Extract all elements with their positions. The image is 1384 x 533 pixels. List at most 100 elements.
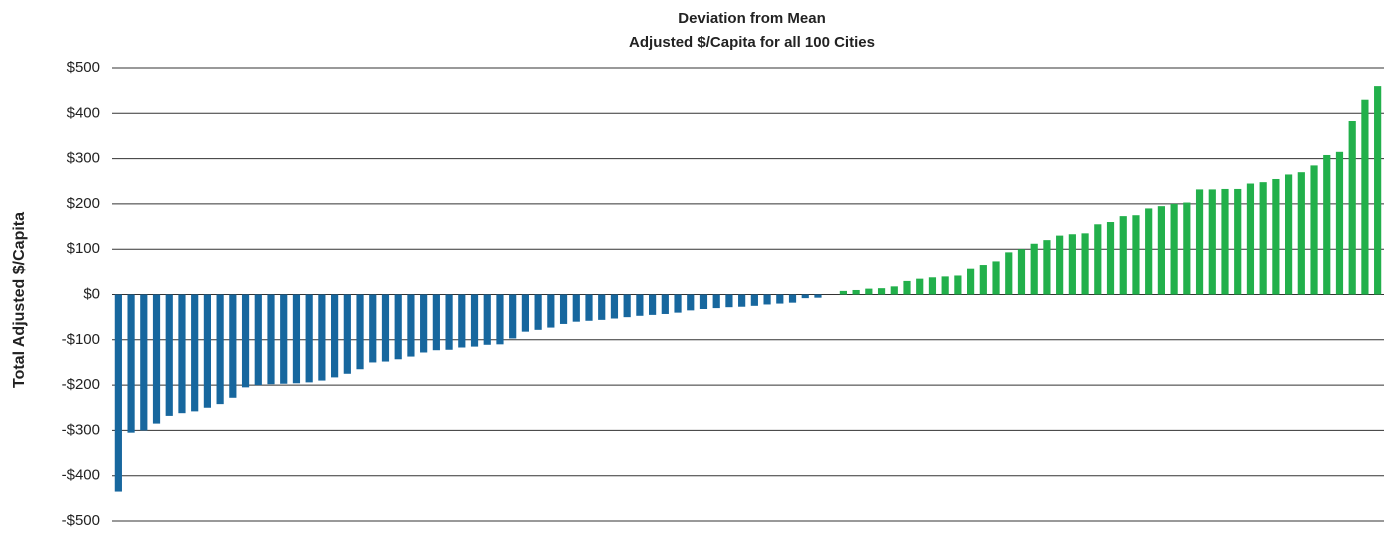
- bar: [967, 268, 975, 295]
- bar: [1221, 188, 1229, 295]
- bar: [521, 294, 529, 332]
- bar: [165, 294, 173, 416]
- bar: [1030, 243, 1038, 295]
- bar: [1056, 235, 1064, 295]
- bar: [1145, 208, 1153, 295]
- bar: [1259, 182, 1267, 295]
- y-tick-label: -$300: [62, 421, 100, 438]
- bar: [1043, 240, 1051, 295]
- bar: [852, 289, 860, 295]
- bar: [1195, 189, 1204, 295]
- bar: [1094, 224, 1102, 295]
- bar: [699, 294, 708, 309]
- chart-title: Deviation from Mean: [678, 10, 826, 27]
- bar: [445, 294, 453, 350]
- y-tick-label: $400: [67, 104, 100, 121]
- bar: [610, 294, 619, 319]
- bar: [241, 294, 250, 388]
- y-tick-label: $500: [67, 59, 100, 76]
- bar: [140, 294, 148, 431]
- bar: [114, 294, 122, 492]
- bar: [801, 294, 809, 299]
- bar: [483, 294, 491, 345]
- bar: [267, 294, 275, 385]
- y-tick-label: $0: [83, 285, 100, 302]
- bar: [229, 294, 237, 398]
- bar: [636, 294, 644, 316]
- y-axis-label: Total Adjusted $/Capita: [11, 212, 28, 388]
- bar: [1297, 172, 1305, 295]
- bar: [191, 294, 199, 412]
- y-tick-label: $300: [67, 150, 100, 167]
- bar: [750, 294, 758, 306]
- bar: [712, 294, 720, 309]
- bar: [1005, 252, 1013, 295]
- bar: [738, 294, 746, 307]
- bar: [369, 294, 377, 363]
- bar: [1106, 222, 1115, 295]
- bar: [1285, 174, 1293, 295]
- bar: [216, 294, 224, 405]
- bar: [381, 294, 390, 362]
- bar: [1374, 86, 1382, 295]
- bar: [788, 294, 797, 303]
- bar: [458, 294, 466, 348]
- bar: [547, 294, 555, 328]
- bar: [623, 294, 631, 318]
- bar: [470, 294, 479, 347]
- bar: [598, 294, 606, 320]
- bar: [394, 294, 402, 360]
- bar: [903, 280, 911, 295]
- bar: [1017, 249, 1026, 295]
- bar: [585, 294, 593, 321]
- bar: [203, 294, 211, 408]
- bar: [1068, 234, 1076, 295]
- bar: [1348, 121, 1356, 295]
- bar: [954, 275, 962, 295]
- bar: [1323, 154, 1331, 295]
- bar: [343, 294, 351, 374]
- bar: [1272, 178, 1280, 295]
- bar: [1310, 165, 1318, 295]
- bar: [979, 265, 987, 295]
- bar: [928, 277, 937, 295]
- bar: [534, 294, 542, 330]
- bar: [178, 294, 186, 414]
- bar: [649, 294, 657, 315]
- bar: [1157, 206, 1165, 295]
- bar: [1081, 233, 1089, 295]
- y-tick-label: -$400: [62, 467, 100, 484]
- bar: [254, 294, 262, 386]
- y-tick-label: -$500: [62, 512, 100, 529]
- y-tick-label: $200: [67, 195, 100, 212]
- bar: [674, 294, 682, 313]
- bar: [1119, 216, 1127, 295]
- bar: [916, 278, 924, 295]
- bar: [1246, 183, 1255, 295]
- y-tick-label: -$200: [62, 376, 100, 393]
- bar: [1208, 189, 1216, 295]
- bar: [839, 290, 847, 295]
- bar: [1234, 188, 1242, 295]
- bar: [1183, 202, 1191, 295]
- bar: [725, 294, 733, 308]
- bar: [687, 294, 695, 311]
- bar: [509, 294, 517, 339]
- bar: [992, 261, 1000, 295]
- bar: [356, 294, 364, 370]
- chart-subtitle: Adjusted $/Capita for all 100 Cities: [629, 34, 875, 51]
- bar: [941, 276, 949, 295]
- bar: [432, 294, 440, 351]
- bar: [420, 294, 428, 353]
- bar: [1132, 215, 1140, 295]
- bar: [763, 294, 771, 305]
- bar: [318, 294, 326, 381]
- bar: [877, 288, 886, 295]
- bar: [865, 288, 873, 295]
- bar: [280, 294, 288, 384]
- bar: [331, 294, 339, 378]
- bar: [1170, 203, 1178, 295]
- bar: [572, 294, 580, 322]
- bar: [496, 294, 504, 345]
- bar: [305, 294, 313, 383]
